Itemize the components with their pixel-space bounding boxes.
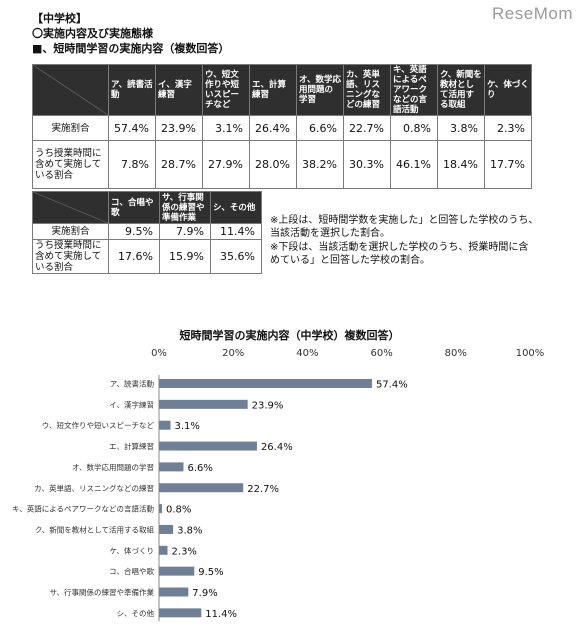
bar [159,608,202,618]
subsection-heading: 〇実施内容及び実施態様 [32,27,153,40]
x-tick-label: 60% [370,348,392,359]
x-tick-label: 0% [151,348,167,359]
column-header: ア、読書活動 [108,64,156,116]
data-label: 7.9% [192,588,217,599]
category-label: コ、合唱や歌 [109,566,154,576]
data-label: 2.3% [172,546,197,557]
category-label: カ、英単語、リスニングなどの練習 [34,483,154,493]
data-label: 3.1% [175,421,200,432]
x-tick-label: 100% [516,348,545,359]
data-label: 22.7% [247,484,279,495]
category-label: キ、英語によるペアワークなどの言語活動 [12,504,154,514]
note-line: めている」と回答した学校の割合。 [270,255,430,266]
bar [159,420,171,430]
bar [159,545,168,555]
table-cell: 7.9% [159,223,211,240]
table-row: 実施割合 9.5% 7.9% 11.4% [32,223,262,240]
row-label: うち授業時間に含めて実施している割合 [32,140,109,189]
category-label: オ、数学応用問題の学習 [72,462,154,472]
column-header: サ、行事関係の練習や準備作業 [159,191,211,224]
table-corner-cell [32,64,109,116]
table-cell: 11.4% [210,223,262,240]
data-label: 9.5% [198,567,223,578]
bar [159,379,372,388]
bar [159,483,244,493]
note-line: 当該活動を選択した割合。 [270,228,390,239]
activity-table-2: コ、合唱や歌 サ、行事関係の練習や準備作業 シ、その他 実施割合 9.5% 7.… [32,191,262,274]
bar [159,524,174,534]
category-label: ケ、体づくり [110,545,154,555]
category-label: シ、その他 [117,608,155,618]
note-line: ※下段は、当該活動を選択した学校のうち、授業時間に含 [270,242,529,253]
category-label: サ、行事関係の練習や準備作業 [50,587,155,597]
column-header: イ、漢字練習 [155,64,203,116]
column-header: ウ、短文作りや短いスピーチなど [202,64,250,116]
bar [159,399,248,409]
table-cell: 30.3% [343,140,391,189]
column-header: シ、その他 [210,191,262,224]
table-cell: 26.4% [249,115,297,141]
category-label: ク、新聞を教材として活用する取組 [35,524,155,534]
bar [159,462,184,472]
data-label: 3.8% [177,525,202,536]
column-header: エ、計算練習 [249,64,297,116]
table-corner-cell [32,191,109,224]
note-line: ※上段は、短時間学数を実施した」と回答した学校のうち、 [270,215,539,226]
table-row: うち授業時間に含めて実施している割合 17.6% 15.9% 35.6% [32,239,262,274]
table-heading: ■、短時間学習の実施内容（複数回答） [32,42,230,55]
data-label: 11.4% [205,609,237,620]
bar [159,587,189,597]
data-label: 23.9% [252,400,284,411]
table-cell: 7.8% [108,140,156,189]
category-label: ア、読書活動 [110,379,155,389]
chart-title: 短時間学習の実施内容（中学校）複数回答） [179,329,400,342]
column-header: ク、新聞を教材として活用する取組 [437,64,485,116]
table-cell: 23.9% [155,115,203,141]
table-cell: 28.7% [155,140,203,189]
column-header: ケ、体づくり [484,64,532,116]
table-cell: 38.2% [296,140,344,189]
x-tick-label: 20% [222,348,244,359]
category-label: エ、計算練習 [109,441,154,451]
column-header: オ、数学応用問題の学習 [296,64,344,116]
column-header: カ、英単語、リスニングなどの練習 [343,64,391,116]
row-label: うち授業時間に含めて実施している割合 [32,239,109,274]
data-label: 6.6% [187,463,212,474]
data-label: 26.4% [261,442,293,453]
bar [159,566,195,576]
resemom-logo: ReseMom [492,4,573,23]
data-label: 0.8% [166,505,191,516]
table-cell: 57.4% [108,115,156,141]
table-cell: 17.6% [108,239,160,274]
table-cell: 28.0% [249,140,297,189]
table-cell: 35.6% [210,239,262,274]
x-tick-label: 80% [445,348,467,359]
data-label: 57.4% [376,380,408,391]
bar [159,504,162,514]
bar [159,441,257,451]
x-tick-label: 40% [296,348,318,359]
table-cell: 2.3% [484,115,532,141]
table-cell: 27.9% [202,140,250,189]
activity-table-1: ア、読書活動 イ、漢字練習 ウ、短文作りや短いスピーチなど エ、計算練習 オ、数… [32,64,532,189]
table-cell: 3.1% [202,115,250,141]
table-cell: 22.7% [343,115,391,141]
category-label: イ、漢字練習 [109,399,154,409]
category-label: ウ、短文作りや短いスピーチなど [42,420,155,430]
table-row: うち授業時間に含めて実施している割合 7.8% 28.7% 27.9% 28.0… [32,140,532,189]
section-heading: 【中学校】 [32,12,87,25]
table-cell: 17.7% [484,140,532,189]
row-label: 実施割合 [32,115,109,141]
